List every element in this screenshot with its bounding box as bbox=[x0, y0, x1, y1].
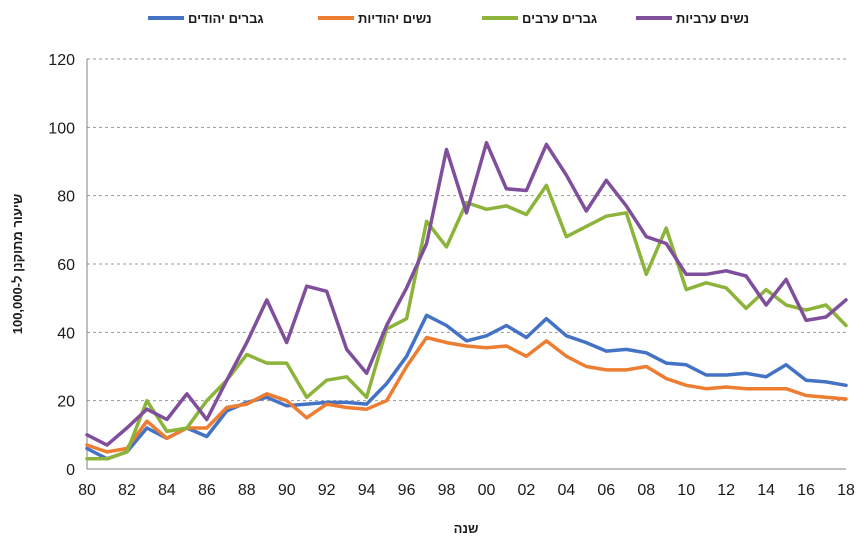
legend: גברים יהודים נשים יהודיות גברים ערבים נשים … bbox=[148, 11, 749, 26]
x-tick-label: 80 bbox=[78, 482, 96, 499]
series-line-4 bbox=[85, 140, 848, 447]
x-tick-label: 02 bbox=[518, 482, 536, 499]
y-axis-title: שיעור מתוקנן ל-100,000 bbox=[10, 194, 25, 335]
x-tick-label: 16 bbox=[797, 482, 815, 499]
series-lines bbox=[85, 140, 848, 461]
legend-item-3: גברים ערבים bbox=[482, 11, 597, 26]
x-tick-label: 12 bbox=[717, 482, 735, 499]
x-tick-label: 00 bbox=[478, 482, 496, 499]
x-tick-label: 90 bbox=[278, 482, 296, 499]
x-tick-labels: 80 82 84 86 88 90 92 94 96 98 00 02 04 06 08 10 12 14 16 18 bbox=[78, 482, 855, 499]
x-axis-title: שנה bbox=[454, 521, 479, 536]
y-tick-label: 20 bbox=[57, 394, 75, 411]
legend-item-1: גברים יהודים bbox=[148, 11, 264, 26]
y-tick-label: 80 bbox=[57, 189, 75, 206]
legend-label: גברים ערבים bbox=[522, 11, 597, 26]
y-tick-label: 100 bbox=[48, 120, 75, 137]
legend-label: נשים ערביות bbox=[676, 11, 749, 26]
x-tick-label: 04 bbox=[557, 482, 575, 499]
y-tick-label: 60 bbox=[57, 257, 75, 274]
legend-item-2: נשים יהודיות bbox=[318, 11, 432, 26]
gridlines bbox=[87, 58, 846, 402]
x-tick-label: 88 bbox=[238, 482, 256, 499]
x-tick-label: 14 bbox=[757, 482, 775, 499]
x-tick-label: 82 bbox=[118, 482, 136, 499]
x-tick-label: 98 bbox=[438, 482, 456, 499]
y-tick-label: 40 bbox=[57, 325, 75, 342]
x-tick-label: 94 bbox=[358, 482, 376, 499]
y-tick-label: 120 bbox=[48, 52, 75, 69]
x-tick-label: 10 bbox=[677, 482, 695, 499]
x-tick-label: 92 bbox=[318, 482, 336, 499]
series-line-3 bbox=[85, 183, 848, 461]
y-tick-label: 0 bbox=[66, 462, 75, 479]
series-line-2 bbox=[85, 335, 848, 454]
legend-label: גברים יהודים bbox=[188, 11, 264, 26]
x-tick-label: 84 bbox=[158, 482, 176, 499]
y-tick-labels: 0 20 40 60 80 100 120 bbox=[48, 52, 75, 479]
legend-item-4: נשים ערביות bbox=[636, 11, 749, 26]
x-tick-label: 06 bbox=[597, 482, 615, 499]
x-tick-label: 18 bbox=[837, 482, 855, 499]
x-tick-label: 86 bbox=[198, 482, 216, 499]
series-line-1 bbox=[85, 313, 848, 461]
x-tick-label: 08 bbox=[637, 482, 655, 499]
legend-label: נשים יהודיות bbox=[358, 11, 432, 26]
x-tick-label: 96 bbox=[398, 482, 416, 499]
